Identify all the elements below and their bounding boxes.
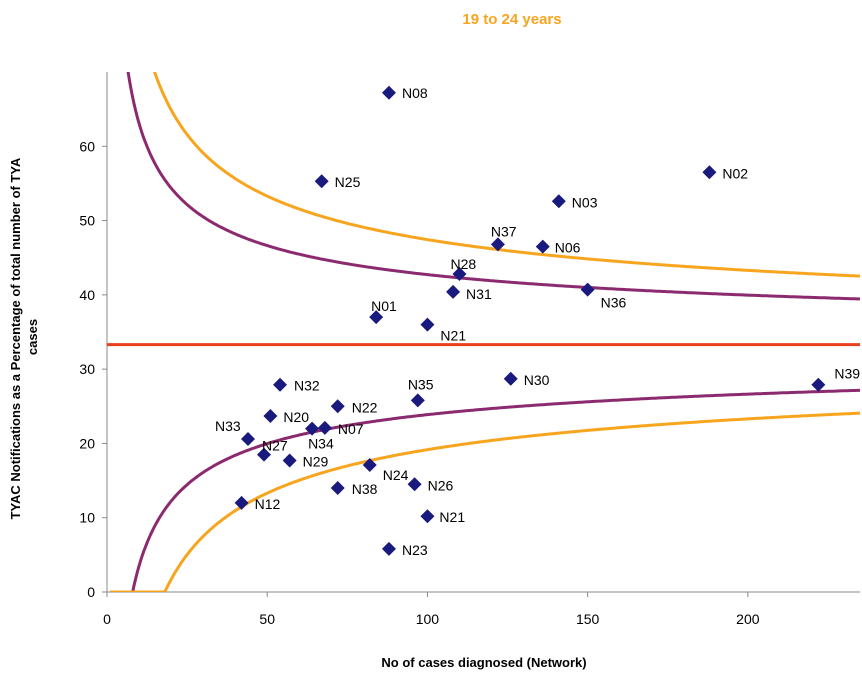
data-point-marker: [362, 457, 377, 472]
x-tick-label: 200: [736, 611, 760, 627]
data-points: N08 N25 N02 N03 N37 N06 N28 N31 N36 N01 N21 N39 N32 N…: [215, 85, 860, 558]
y-tick-label: 40: [79, 287, 95, 303]
data-point-label: N39: [834, 366, 860, 382]
data-point-marker: [702, 165, 717, 180]
x-axis-ticks: 0 50 100 150 200: [103, 592, 760, 627]
x-tick-label: 50: [259, 611, 275, 627]
inner-upper-limit-line: [126, 72, 860, 301]
data-point-marker: [305, 421, 320, 436]
data-point-marker: [452, 267, 467, 282]
data-point-label: N38: [352, 481, 378, 497]
data-point-label: N22: [352, 399, 378, 415]
data-point-label: N26: [428, 477, 454, 493]
data-point-marker: [551, 194, 566, 209]
data-point-label: N23: [402, 542, 428, 558]
data-point-marker: [580, 282, 595, 297]
data-point-label: N27: [262, 438, 288, 454]
y-axis-title-line-2: cases: [25, 319, 40, 355]
outer-upper-limit-line: [153, 72, 860, 278]
data-point-label: N20: [283, 409, 309, 425]
data-point-marker: [535, 239, 550, 254]
control-limit-lines: [107, 72, 860, 592]
data-point-label: N24: [383, 467, 409, 483]
data-point-label: N07: [338, 421, 364, 437]
data-point-marker: [330, 481, 345, 495]
data-point-label: N32: [294, 378, 320, 394]
data-point-label: N21: [439, 509, 465, 525]
data-point-marker: [381, 541, 396, 556]
x-tick-label: 0: [103, 611, 111, 627]
data-point-label: N02: [722, 165, 748, 181]
data-point-marker: [330, 399, 345, 414]
data-point-marker: [420, 509, 435, 524]
data-point-label: N33: [215, 418, 241, 434]
data-point-label: N29: [303, 454, 329, 470]
data-point-label: N25: [335, 174, 361, 190]
data-point-marker: [420, 317, 435, 332]
y-tick-label: 0: [87, 584, 95, 600]
y-tick-label: 10: [79, 510, 95, 526]
data-point-marker: [282, 453, 297, 468]
y-tick-label: 50: [79, 213, 95, 229]
data-point-label: N12: [255, 496, 281, 512]
y-axis-title: TYAC Notifications as a Percentage of to…: [8, 155, 40, 520]
data-point-marker: [314, 174, 329, 189]
y-tick-label: 20: [79, 435, 95, 451]
data-point-marker: [273, 377, 288, 392]
data-point-marker: [369, 310, 384, 325]
data-point-marker: [234, 495, 249, 510]
data-point-marker: [407, 477, 422, 492]
data-point-label: N30: [524, 372, 550, 388]
data-point-label: N01: [371, 298, 397, 314]
inner-lower-limit-line: [110, 388, 860, 592]
data-point-label: N21: [440, 328, 466, 344]
data-point-label: N36: [601, 295, 627, 311]
y-axis-title-line-1: TYAC Notifications as a Percentage of to…: [8, 157, 23, 519]
data-point-label: N06: [555, 240, 581, 256]
x-axis-title: No of cases diagnosed (Network): [381, 655, 586, 670]
data-point-label: N03: [572, 194, 598, 210]
y-tick-label: 30: [79, 361, 95, 377]
data-point-marker: [490, 237, 505, 252]
data-point-label: N37: [491, 223, 517, 239]
data-point-label: N28: [450, 256, 476, 272]
data-point-marker: [263, 408, 278, 423]
y-axis-ticks: 0 10 20 30 40 50 60: [79, 138, 107, 600]
x-tick-label: 100: [416, 611, 440, 627]
data-point-marker: [317, 420, 332, 435]
data-point-marker: [503, 371, 518, 386]
y-tick-label: 60: [79, 138, 95, 154]
data-point-marker: [240, 431, 255, 446]
data-point-label: N08: [402, 85, 428, 101]
data-point-marker: [410, 393, 425, 408]
data-point-label: N34: [308, 436, 334, 452]
x-tick-label: 150: [576, 611, 600, 627]
data-point-label: N35: [408, 376, 434, 392]
data-point-label: N31: [466, 286, 492, 302]
outer-lower-limit-line: [110, 411, 860, 592]
data-point-marker: [381, 85, 396, 100]
chart-title: 19 to 24 years: [462, 11, 561, 28]
data-point-marker: [257, 447, 272, 462]
data-point-marker: [446, 284, 461, 299]
data-point-marker: [811, 377, 826, 392]
